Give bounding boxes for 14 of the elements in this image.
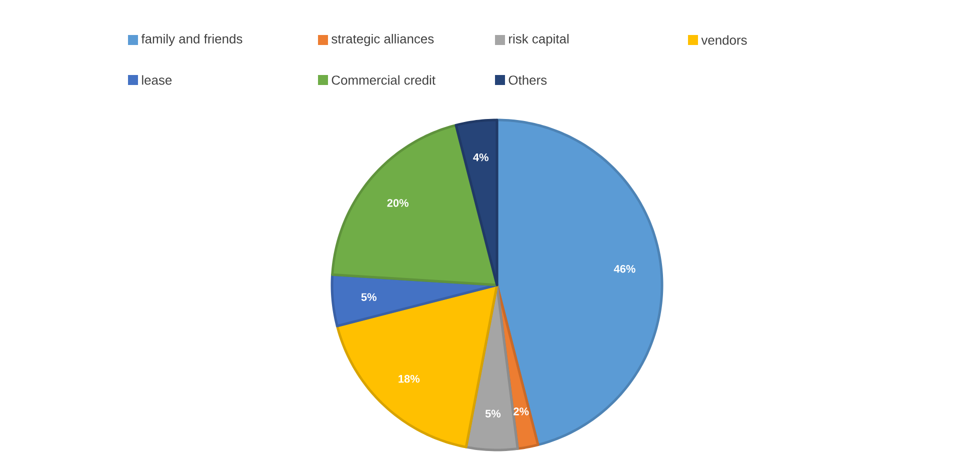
legend-label: Others — [508, 75, 547, 85]
data-label: 4% — [473, 153, 488, 162]
legend-label: family and friends — [141, 34, 242, 46]
legend-label: risk capital — [509, 34, 568, 46]
data-label: 46% — [614, 264, 636, 273]
data-label: 2% — [514, 408, 529, 416]
data-label: 20% — [387, 199, 409, 207]
legend-label: lease — [142, 75, 172, 85]
legend-label: strategic alliances — [332, 34, 434, 46]
data-label: 18% — [398, 374, 420, 383]
legend-label: vendors — [701, 35, 747, 45]
data-label: 5% — [485, 410, 501, 418]
legend-label: Commercial credit — [332, 75, 436, 85]
data-label: 5% — [361, 293, 377, 301]
